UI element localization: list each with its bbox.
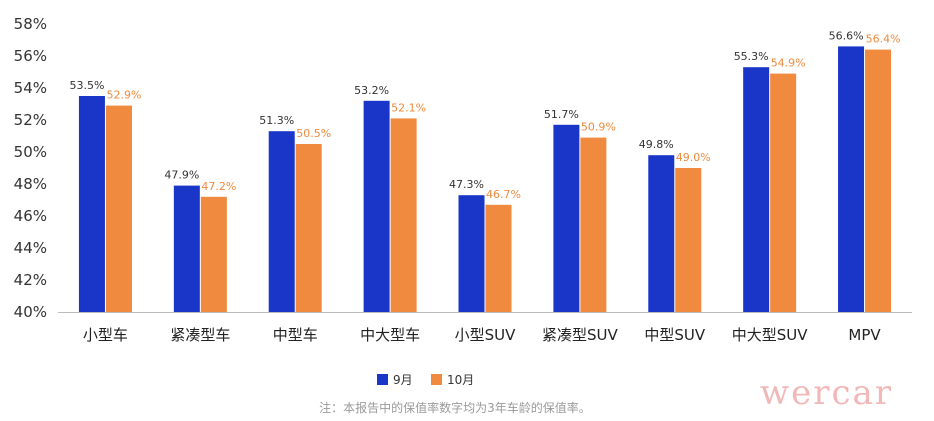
- y-tick-label: 46%: [14, 207, 47, 225]
- bars: [78, 46, 892, 313]
- data-label: 47.2%: [201, 180, 236, 193]
- bar-oct: [580, 137, 607, 312]
- x-tick-label: 中型SUV: [644, 326, 706, 344]
- bar-oct: [865, 49, 892, 312]
- bar-sep: [173, 185, 200, 312]
- data-label: 52.9%: [106, 89, 141, 102]
- data-label: 50.9%: [581, 121, 616, 134]
- data-label: 50.5%: [296, 127, 331, 140]
- x-tick-label: 中大型车: [360, 326, 420, 344]
- bar-oct: [675, 168, 702, 312]
- data-label: 47.3%: [449, 178, 484, 191]
- y-tick-label: 58%: [14, 15, 47, 33]
- bar-sep: [458, 195, 485, 312]
- data-labels: 53.5%52.9% 47.9%47.2% 51.3%50.5% 53.2%52.1%…: [69, 29, 900, 200]
- x-tick-label: 中大型SUV: [732, 326, 809, 344]
- legend-label: 9月: [393, 373, 413, 387]
- watermark-text: wercar: [760, 373, 893, 413]
- bar-oct: [295, 144, 322, 312]
- bar-sep: [553, 124, 580, 312]
- bar-sep: [648, 155, 675, 312]
- legend-label: 10月: [447, 373, 474, 387]
- bar-oct: [485, 204, 512, 312]
- y-tick-label: 52%: [14, 111, 47, 129]
- y-tick-label: 50%: [14, 143, 47, 161]
- y-tick-label: 42%: [14, 271, 47, 289]
- data-label: 56.4%: [866, 33, 901, 46]
- data-label: 46.7%: [486, 188, 521, 201]
- y-tick-label: 48%: [14, 175, 47, 193]
- bar-oct: [105, 105, 132, 312]
- data-label: 49.0%: [676, 151, 711, 164]
- x-tick-label: MPV: [848, 326, 881, 344]
- data-label: 47.9%: [164, 169, 199, 182]
- footnote: 注：本报告中的保值率数字均为3年车龄的保值率。: [319, 400, 591, 415]
- x-tick-label: 中型车: [273, 326, 318, 344]
- data-label: 51.7%: [544, 108, 579, 121]
- data-label: 56.6%: [829, 29, 864, 42]
- y-axis: 40% 42% 44% 46% 48% 50% 52% 54% 56% 58%: [14, 15, 912, 321]
- x-tick-label: 小型车: [83, 326, 128, 344]
- bar-sep: [363, 100, 390, 312]
- bar-sep: [743, 67, 770, 312]
- y-tick-label: 54%: [14, 79, 47, 97]
- legend-swatch: [377, 374, 388, 385]
- data-label: 53.2%: [354, 84, 389, 97]
- x-tick-label: 紧凑型SUV: [542, 326, 619, 344]
- bar-sep: [268, 131, 295, 312]
- data-label: 53.5%: [69, 79, 104, 92]
- data-label: 52.1%: [391, 101, 426, 114]
- legend: 9月 10月: [377, 373, 474, 387]
- data-label: 49.8%: [639, 138, 674, 151]
- bar-oct: [200, 196, 227, 312]
- bar-oct: [390, 118, 417, 313]
- x-tick-label: 小型SUV: [455, 326, 517, 344]
- x-tick-label: 紧凑型车: [170, 326, 230, 344]
- bar-sep: [78, 96, 105, 312]
- x-axis: 小型车 紧凑型车 中型车 中大型车 小型SUV 紧凑型SUV 中型SUV 中大型SUV MPV: [83, 326, 881, 344]
- legend-swatch: [431, 374, 442, 385]
- data-label: 55.3%: [734, 50, 769, 63]
- bar-oct: [770, 73, 797, 312]
- data-label: 54.9%: [771, 57, 806, 70]
- y-tick-label: 56%: [14, 47, 47, 65]
- y-tick-label: 40%: [14, 303, 47, 321]
- y-tick-label: 44%: [14, 239, 47, 257]
- bar-sep: [838, 46, 865, 313]
- data-label: 51.3%: [259, 114, 294, 127]
